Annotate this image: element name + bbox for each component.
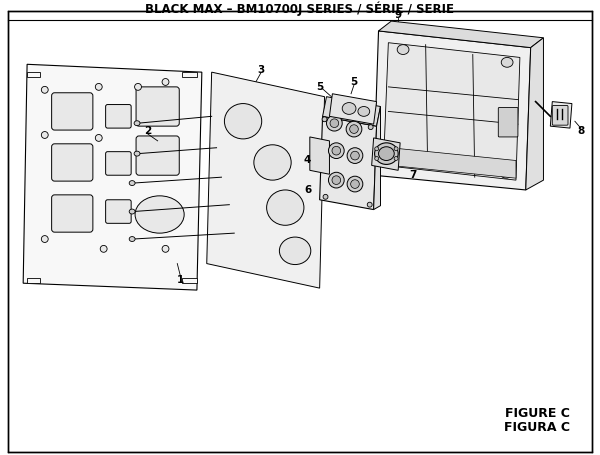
Text: FIGURA C: FIGURA C [504, 421, 570, 434]
Ellipse shape [129, 237, 135, 242]
Polygon shape [379, 21, 544, 48]
Polygon shape [374, 106, 380, 210]
Polygon shape [383, 43, 520, 180]
Polygon shape [391, 148, 516, 178]
Ellipse shape [95, 135, 102, 142]
Polygon shape [320, 116, 377, 210]
Ellipse shape [129, 209, 135, 214]
Ellipse shape [162, 245, 169, 252]
Polygon shape [182, 72, 197, 77]
Ellipse shape [266, 190, 304, 225]
Ellipse shape [350, 125, 358, 133]
Ellipse shape [332, 147, 341, 155]
Ellipse shape [397, 45, 409, 55]
FancyBboxPatch shape [106, 105, 131, 128]
Ellipse shape [41, 236, 48, 243]
Text: 2: 2 [144, 126, 151, 136]
Ellipse shape [501, 57, 513, 67]
Polygon shape [27, 72, 40, 77]
FancyBboxPatch shape [136, 136, 179, 175]
Text: 9: 9 [395, 10, 402, 20]
Polygon shape [207, 72, 325, 288]
Polygon shape [27, 278, 40, 283]
Ellipse shape [280, 237, 311, 264]
Ellipse shape [129, 181, 135, 186]
Text: 8: 8 [577, 126, 584, 136]
Ellipse shape [323, 194, 328, 199]
Polygon shape [371, 138, 400, 170]
FancyBboxPatch shape [106, 152, 131, 175]
Ellipse shape [367, 202, 372, 207]
Ellipse shape [328, 172, 344, 188]
Ellipse shape [374, 143, 398, 164]
Ellipse shape [332, 176, 341, 184]
Ellipse shape [394, 147, 398, 151]
Ellipse shape [368, 125, 373, 130]
Text: 4: 4 [303, 156, 311, 166]
Polygon shape [374, 31, 530, 190]
Ellipse shape [41, 86, 48, 93]
Ellipse shape [322, 117, 327, 122]
Ellipse shape [328, 143, 344, 158]
Polygon shape [23, 64, 202, 290]
Ellipse shape [342, 102, 356, 114]
FancyBboxPatch shape [498, 107, 518, 137]
Text: 6: 6 [304, 185, 311, 195]
Ellipse shape [134, 121, 140, 126]
Ellipse shape [134, 151, 140, 156]
FancyBboxPatch shape [52, 195, 93, 232]
FancyBboxPatch shape [52, 93, 93, 130]
Ellipse shape [379, 147, 394, 161]
Text: 3: 3 [257, 65, 265, 75]
Polygon shape [310, 137, 329, 174]
Ellipse shape [134, 83, 142, 90]
Ellipse shape [375, 157, 379, 161]
Polygon shape [526, 38, 544, 190]
Ellipse shape [347, 176, 363, 192]
FancyBboxPatch shape [106, 200, 131, 223]
Ellipse shape [135, 196, 184, 233]
Text: BLACK MAX – BM10700J SERIES / SÉRIE / SERIE: BLACK MAX – BM10700J SERIES / SÉRIE / SE… [145, 2, 455, 16]
Ellipse shape [346, 121, 362, 137]
Ellipse shape [326, 115, 342, 131]
Polygon shape [329, 94, 377, 124]
FancyBboxPatch shape [8, 11, 592, 452]
Ellipse shape [224, 104, 262, 139]
Ellipse shape [254, 145, 291, 180]
Ellipse shape [95, 83, 102, 90]
Ellipse shape [41, 131, 48, 138]
Ellipse shape [394, 157, 398, 161]
Ellipse shape [375, 147, 379, 151]
Ellipse shape [162, 79, 169, 86]
FancyBboxPatch shape [136, 87, 179, 126]
Ellipse shape [500, 168, 512, 178]
Ellipse shape [100, 245, 107, 252]
FancyBboxPatch shape [552, 106, 568, 125]
Polygon shape [182, 278, 197, 283]
Ellipse shape [347, 148, 363, 163]
Ellipse shape [358, 106, 370, 116]
Ellipse shape [350, 180, 359, 188]
Text: 7: 7 [409, 170, 416, 180]
Ellipse shape [350, 151, 359, 160]
Text: FIGURE C: FIGURE C [505, 407, 570, 420]
Ellipse shape [397, 156, 409, 166]
Text: 1: 1 [176, 275, 184, 285]
Text: 5: 5 [316, 82, 323, 92]
Polygon shape [323, 97, 380, 126]
Ellipse shape [330, 119, 338, 127]
Polygon shape [550, 101, 572, 128]
FancyBboxPatch shape [52, 144, 93, 181]
Text: 5: 5 [350, 77, 358, 87]
